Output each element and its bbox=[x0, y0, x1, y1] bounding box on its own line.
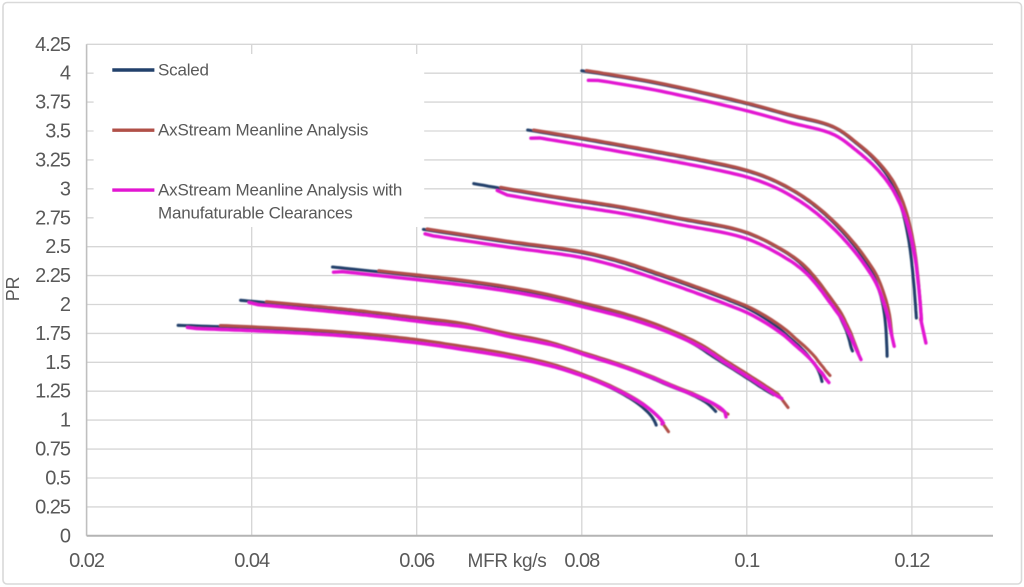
svg-text:1.5: 1.5 bbox=[45, 352, 71, 374]
svg-text:2: 2 bbox=[60, 294, 71, 316]
svg-text:3.5: 3.5 bbox=[45, 121, 71, 143]
svg-text:1.25: 1.25 bbox=[35, 381, 71, 403]
svg-text:AxStream Meanline Analysis wit: AxStream Meanline Analysis with bbox=[158, 181, 402, 200]
svg-text:0: 0 bbox=[60, 525, 71, 547]
svg-text:3.25: 3.25 bbox=[35, 149, 71, 171]
svg-text:1: 1 bbox=[60, 410, 71, 432]
svg-text:0.06: 0.06 bbox=[399, 550, 435, 572]
svg-text:0.75: 0.75 bbox=[35, 439, 71, 461]
svg-text:2.25: 2.25 bbox=[35, 265, 71, 287]
svg-text:0.1: 0.1 bbox=[734, 550, 760, 572]
svg-text:AxStream Meanline Analysis: AxStream Meanline Analysis bbox=[158, 121, 368, 140]
svg-text:3.75: 3.75 bbox=[35, 92, 71, 114]
svg-text:0.02: 0.02 bbox=[69, 550, 105, 572]
svg-text:Scaled: Scaled bbox=[158, 61, 209, 80]
svg-text:0.25: 0.25 bbox=[35, 496, 71, 518]
svg-text:PR: PR bbox=[3, 276, 23, 301]
svg-text:2.75: 2.75 bbox=[35, 207, 71, 229]
svg-text:MFR kg/s: MFR kg/s bbox=[468, 551, 547, 572]
svg-text:4.25: 4.25 bbox=[35, 34, 71, 56]
svg-text:3: 3 bbox=[60, 178, 71, 200]
svg-text:0.12: 0.12 bbox=[894, 550, 930, 572]
svg-text:0.04: 0.04 bbox=[234, 550, 270, 572]
svg-text:1.75: 1.75 bbox=[35, 323, 71, 345]
svg-text:0.08: 0.08 bbox=[564, 550, 600, 572]
svg-text:0.5: 0.5 bbox=[45, 468, 71, 490]
svg-text:4: 4 bbox=[60, 63, 71, 85]
svg-text:Manufaturable Clearances: Manufaturable Clearances bbox=[158, 203, 353, 222]
svg-text:2.5: 2.5 bbox=[45, 236, 71, 258]
